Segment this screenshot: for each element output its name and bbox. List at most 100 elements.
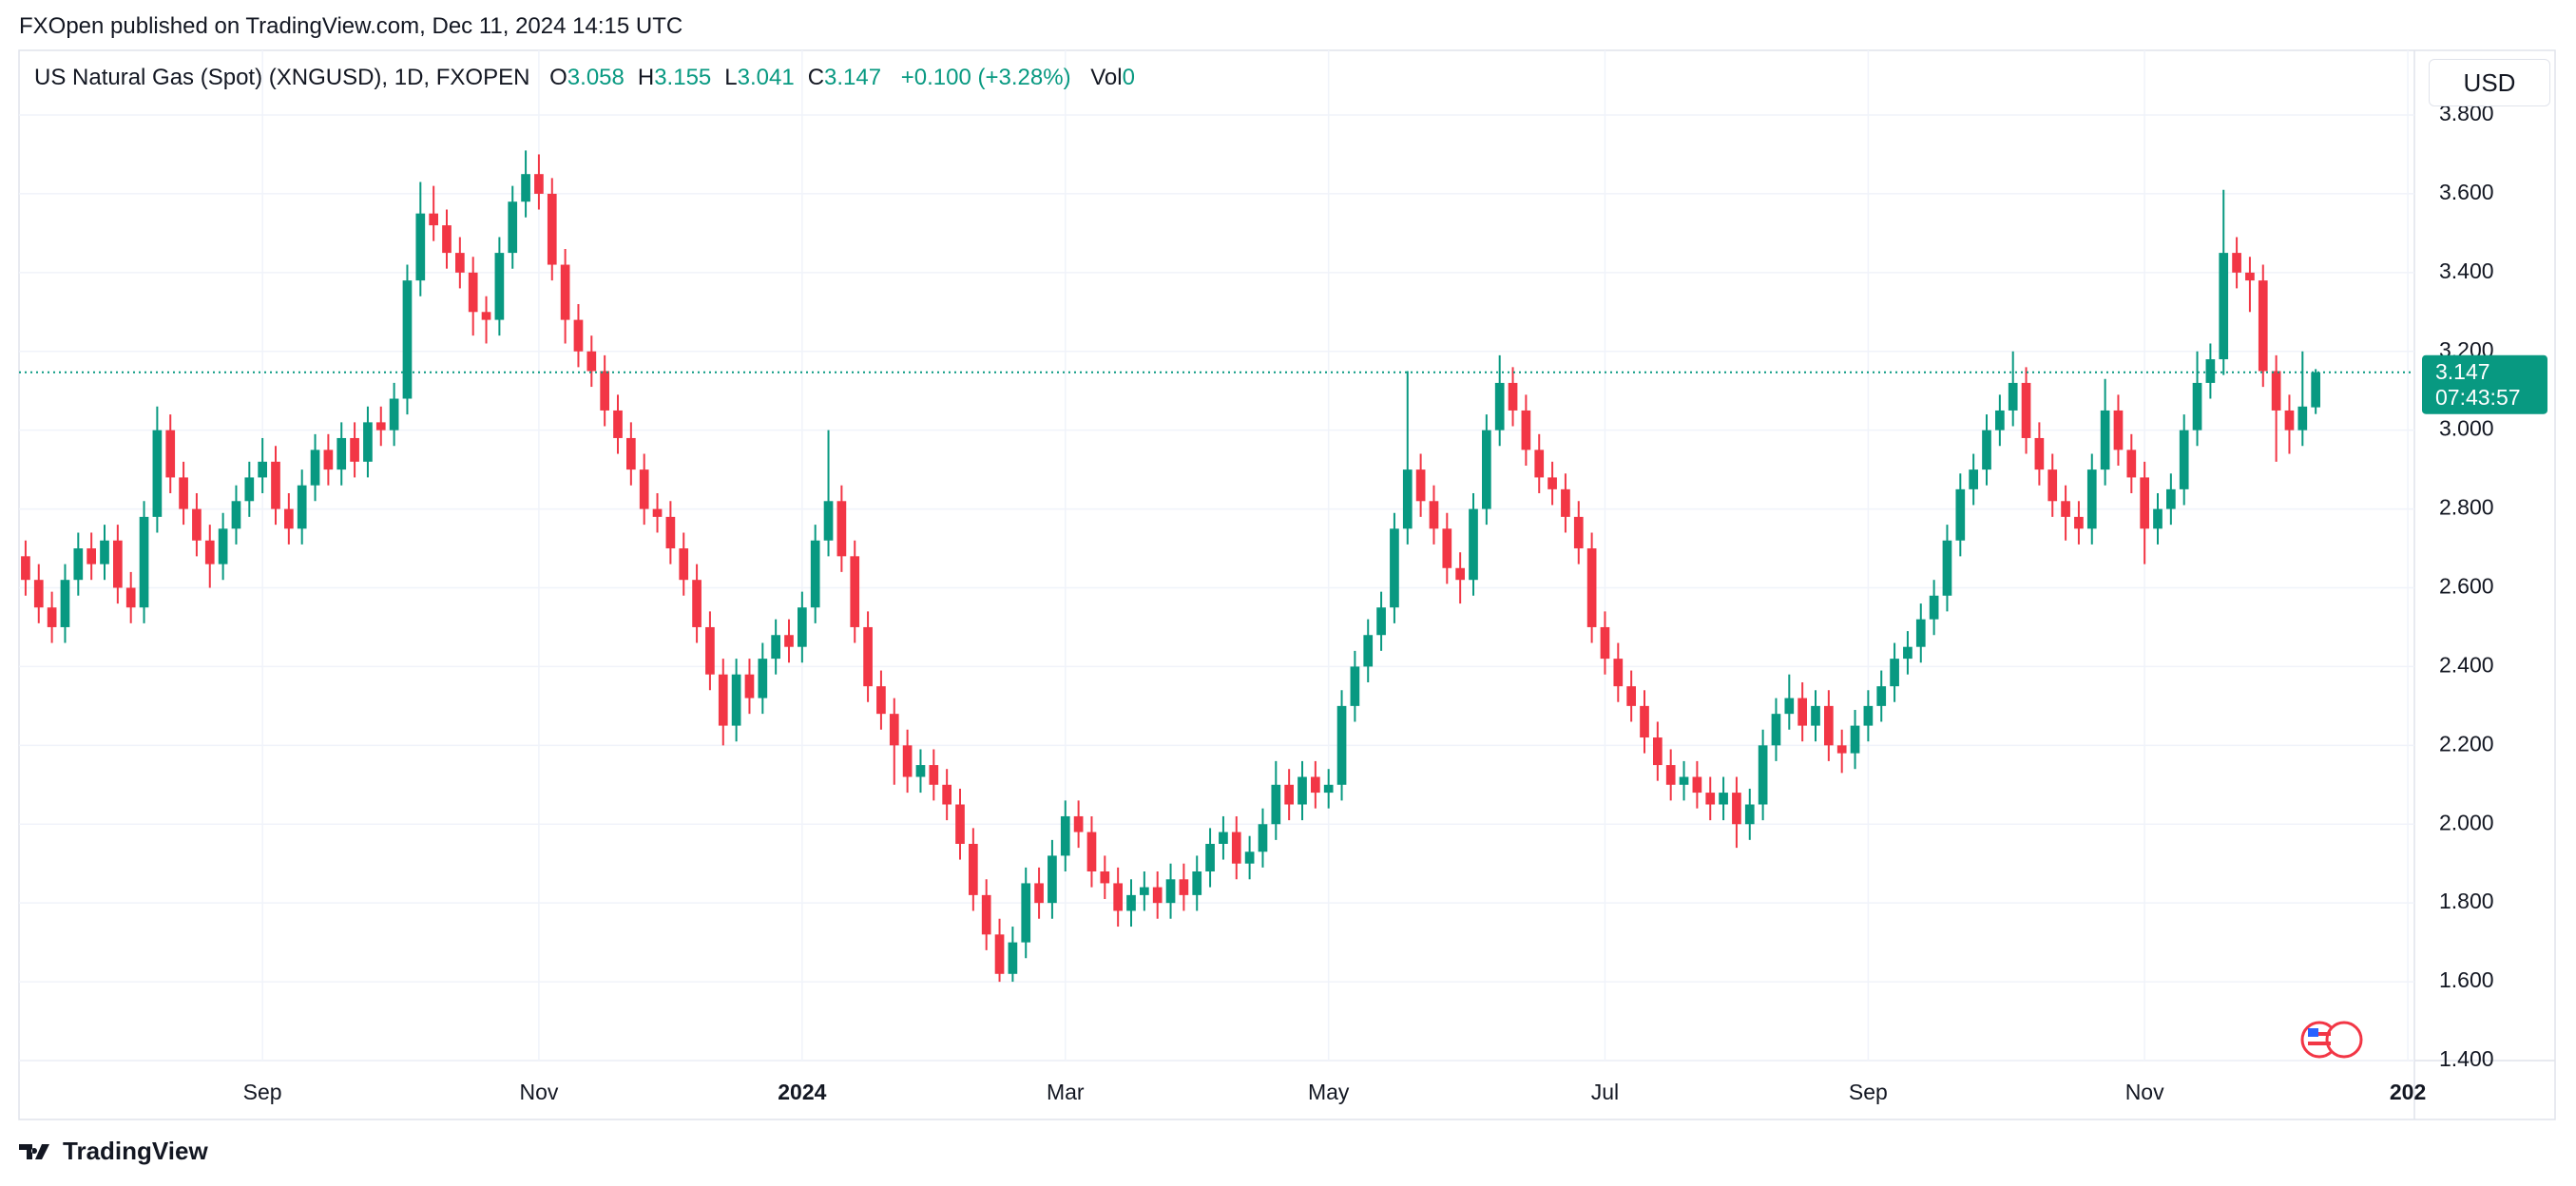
candle-body bbox=[402, 280, 413, 399]
candle-body bbox=[2074, 516, 2084, 529]
y-tick-label: 1.400 bbox=[2439, 1046, 2494, 1071]
candle-body bbox=[665, 516, 676, 549]
candle-body bbox=[1179, 879, 1189, 895]
candle-body bbox=[1126, 894, 1136, 911]
candle-body bbox=[2232, 253, 2241, 273]
candle-body bbox=[152, 430, 163, 517]
candle-body bbox=[929, 765, 939, 785]
candle-body bbox=[179, 477, 188, 509]
x-tick-label: May bbox=[1308, 1080, 1350, 1104]
candle-body bbox=[442, 225, 452, 254]
candle-body bbox=[731, 674, 741, 726]
candle-body bbox=[560, 264, 570, 320]
candle-body bbox=[87, 548, 96, 564]
candle-body bbox=[60, 580, 70, 627]
candle-body bbox=[1311, 776, 1320, 794]
candle-body bbox=[244, 477, 255, 502]
change: +0.100 (+3.28%) bbox=[900, 65, 1071, 90]
candle-body bbox=[2047, 469, 2058, 502]
candle-body bbox=[73, 548, 84, 581]
candle-body bbox=[1219, 832, 1228, 844]
candle-body bbox=[705, 626, 715, 675]
x-tick-label: Sep bbox=[1849, 1080, 1888, 1104]
candle-body bbox=[1073, 815, 1084, 832]
candle-body bbox=[508, 201, 518, 254]
currency-button[interactable]: USD bbox=[2429, 59, 2550, 106]
ohlc-value: 3.058 bbox=[567, 65, 625, 90]
candle-body bbox=[1021, 883, 1031, 943]
candle-body bbox=[521, 174, 530, 202]
candle-body bbox=[1705, 793, 1716, 805]
footer: TradingView bbox=[19, 1137, 208, 1166]
candle-body bbox=[1415, 469, 1426, 502]
candle-body bbox=[1376, 607, 1386, 636]
volume-value: 0 bbox=[1122, 65, 1135, 90]
candle-body bbox=[258, 461, 267, 478]
y-tick-label: 2.400 bbox=[2439, 652, 2494, 677]
y-tick-label: 1.600 bbox=[2439, 967, 2494, 992]
x-tick-label: 2024 bbox=[778, 1080, 826, 1104]
candle-body bbox=[1613, 659, 1624, 687]
candle-body bbox=[1824, 705, 1834, 746]
candle-body bbox=[1165, 879, 1176, 904]
candle-body bbox=[455, 253, 465, 273]
candle-body bbox=[2126, 450, 2137, 478]
candle-body bbox=[679, 548, 689, 581]
candle-body bbox=[1048, 855, 1057, 904]
candle-body bbox=[1205, 843, 1215, 871]
candle-body bbox=[1086, 832, 1097, 871]
candle-body bbox=[1244, 851, 1255, 864]
candle-body bbox=[1192, 871, 1202, 895]
y-tick-label: 1.800 bbox=[2439, 889, 2494, 913]
candle-body bbox=[350, 437, 359, 462]
candle-body bbox=[1732, 793, 1741, 825]
candle-body bbox=[204, 540, 215, 564]
logo bbox=[19, 1143, 49, 1159]
candle-body bbox=[613, 410, 623, 438]
candle-body bbox=[1442, 528, 1452, 568]
y-tick-label: 3.600 bbox=[2439, 180, 2494, 204]
candle-body bbox=[218, 528, 228, 564]
chart-frame bbox=[18, 49, 2556, 1120]
candle-body bbox=[2271, 371, 2281, 411]
ohlc-value: 3.041 bbox=[737, 65, 795, 90]
volume-key: Vol bbox=[1090, 65, 1123, 90]
candle-body bbox=[1850, 725, 1860, 754]
last-price-box bbox=[2422, 354, 2547, 414]
candle-body bbox=[2311, 372, 2320, 408]
candle-body bbox=[481, 312, 491, 320]
candle-body bbox=[1586, 548, 1597, 627]
candle-body bbox=[139, 516, 149, 608]
ohlc-key: L bbox=[724, 65, 738, 90]
candle-body bbox=[1258, 824, 1268, 852]
candle-body bbox=[1363, 635, 1374, 667]
symbol: US Natural Gas (Spot) (XNGUSD), 1D, FXOP… bbox=[34, 65, 530, 90]
candle-body bbox=[125, 587, 136, 608]
candle-body bbox=[1060, 815, 1070, 856]
candle-body bbox=[47, 607, 57, 627]
candle-body bbox=[626, 437, 636, 470]
candle-body bbox=[2245, 272, 2255, 281]
candle-body bbox=[798, 607, 807, 647]
candle-body bbox=[573, 319, 584, 352]
candle-body bbox=[758, 659, 768, 698]
candle-body bbox=[1548, 477, 1557, 489]
candle-body bbox=[1455, 567, 1465, 581]
candle-body bbox=[2297, 406, 2308, 430]
candle-body bbox=[1692, 776, 1702, 794]
candle-body bbox=[1469, 508, 1478, 581]
candle-body bbox=[810, 540, 820, 608]
x-tick-label: Jul bbox=[1591, 1080, 1619, 1104]
candle-body bbox=[1863, 705, 1874, 726]
ohlc-key: C bbox=[807, 65, 825, 90]
candle-body bbox=[2034, 437, 2045, 470]
candle-body bbox=[297, 485, 307, 529]
candle-body bbox=[652, 508, 663, 517]
candle-body bbox=[1429, 501, 1439, 529]
candle-body bbox=[1797, 698, 1807, 726]
x-tick-label: 202 bbox=[2390, 1080, 2426, 1104]
candle-body bbox=[1758, 745, 1768, 805]
candle-body bbox=[1719, 793, 1728, 805]
candle-body bbox=[1665, 765, 1676, 785]
candle-body bbox=[2166, 488, 2176, 509]
